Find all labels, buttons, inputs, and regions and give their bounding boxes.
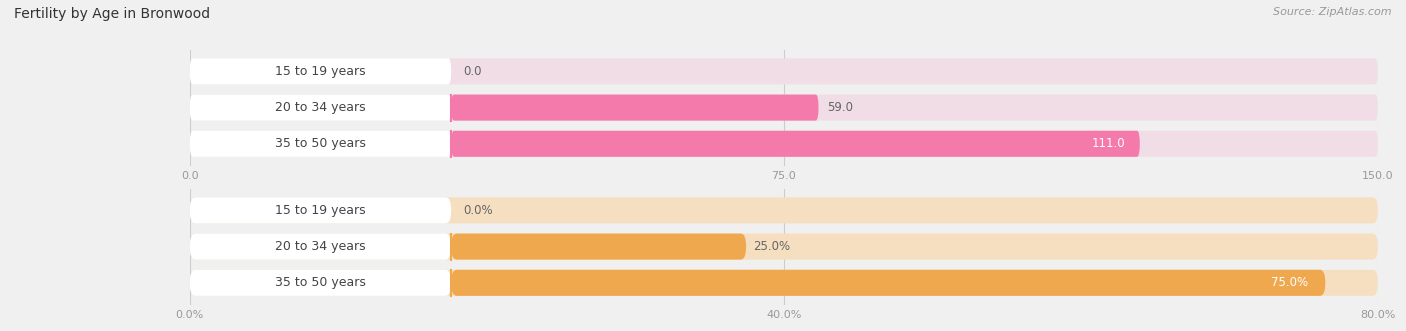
Text: 111.0: 111.0 (1091, 137, 1125, 150)
FancyBboxPatch shape (190, 197, 1378, 223)
FancyBboxPatch shape (190, 58, 1378, 84)
FancyBboxPatch shape (451, 234, 747, 260)
Text: Fertility by Age in Bronwood: Fertility by Age in Bronwood (14, 7, 209, 21)
FancyBboxPatch shape (190, 131, 1378, 157)
FancyBboxPatch shape (451, 131, 1140, 157)
FancyBboxPatch shape (190, 270, 451, 296)
FancyBboxPatch shape (190, 197, 451, 223)
Text: Source: ZipAtlas.com: Source: ZipAtlas.com (1274, 7, 1392, 17)
Text: 15 to 19 years: 15 to 19 years (276, 65, 366, 78)
FancyBboxPatch shape (190, 58, 451, 84)
Text: 15 to 19 years: 15 to 19 years (276, 204, 366, 217)
Text: 0.0: 0.0 (463, 65, 482, 78)
FancyBboxPatch shape (190, 270, 1378, 296)
Text: 75.0%: 75.0% (1271, 276, 1308, 289)
Text: 35 to 50 years: 35 to 50 years (276, 137, 366, 150)
FancyBboxPatch shape (190, 234, 1378, 260)
FancyBboxPatch shape (190, 131, 451, 157)
Text: 59.0: 59.0 (828, 101, 853, 114)
Text: 20 to 34 years: 20 to 34 years (276, 101, 366, 114)
FancyBboxPatch shape (451, 95, 818, 120)
Text: 35 to 50 years: 35 to 50 years (276, 276, 366, 289)
FancyBboxPatch shape (190, 95, 451, 120)
Text: 20 to 34 years: 20 to 34 years (276, 240, 366, 253)
Text: 0.0%: 0.0% (463, 204, 492, 217)
FancyBboxPatch shape (190, 95, 1378, 120)
Text: 25.0%: 25.0% (752, 240, 790, 253)
FancyBboxPatch shape (451, 270, 1326, 296)
FancyBboxPatch shape (190, 234, 451, 260)
